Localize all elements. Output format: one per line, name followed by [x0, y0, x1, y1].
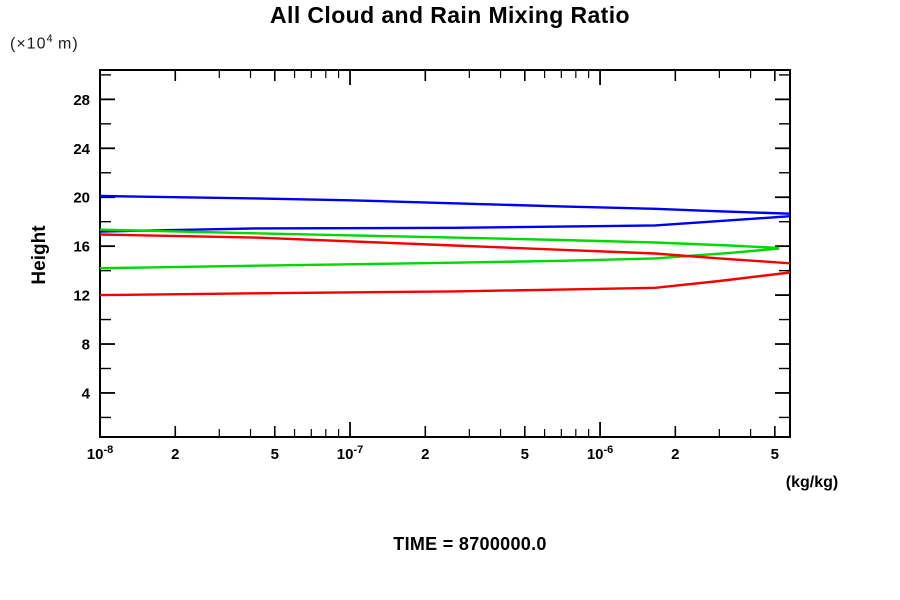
y-unit-post: m) — [52, 35, 79, 53]
y-tick-label: 8 — [82, 337, 90, 354]
y-axis-title: Height — [29, 225, 50, 285]
y-tick-label: 24 — [73, 141, 90, 158]
series-line-green-lower-boundary — [99, 247, 780, 270]
x-tick-label: 5 — [521, 446, 529, 463]
y-tick-label: 20 — [73, 190, 90, 207]
x-tick-label: 5 — [771, 446, 779, 463]
x-axis-unit-label: (kg/kg) — [785, 474, 839, 491]
x-tick-label: 2 — [421, 446, 429, 463]
plot-border — [99, 69, 791, 438]
series-line-blue-lower-boundary — [99, 215, 791, 233]
y-tick-label: 16 — [73, 239, 90, 256]
x-decade-label: 10-6 — [587, 444, 613, 463]
y-tick-label: 4 — [82, 385, 91, 402]
time-annotation: TIME = 8700000.0 — [393, 534, 547, 554]
x-decade-label: 10-7 — [337, 444, 363, 463]
y-unit-exponent: 4 — [46, 33, 53, 45]
series-line-green-upper-boundary — [99, 228, 780, 250]
chart-title: All Cloud and Rain Mixing Ratio — [270, 2, 630, 28]
y-unit-pre: (×10 — [10, 35, 47, 53]
x-tick-label: 5 — [271, 446, 279, 463]
x-tick-label: 2 — [171, 446, 179, 463]
series-line-red-upper-boundary — [99, 233, 791, 265]
series-line-red-lower-boundary — [99, 271, 791, 297]
y-axis-unit-label: (×104 m) — [10, 33, 79, 53]
y-tick-label: 12 — [73, 288, 90, 305]
x-tick-label: 2 — [671, 446, 679, 463]
y-tick-label: 28 — [73, 92, 90, 109]
series-line-blue-upper-boundary — [99, 194, 791, 215]
x-decade-label: 10-8 — [87, 444, 113, 463]
